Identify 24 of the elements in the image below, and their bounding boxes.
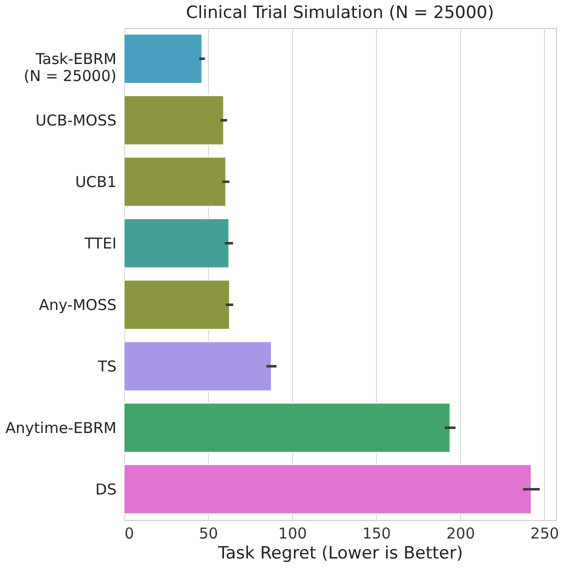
bar [124, 34, 202, 84]
x-tick-label: 100 [278, 524, 307, 542]
x-tick-label: 50 [199, 524, 218, 542]
y-tick-label: UCB-MOSS [36, 111, 116, 130]
y-tick-label: Task-EBRM (N = 25000) [24, 50, 116, 85]
bar [124, 218, 230, 268]
y-tick-label: TTEI [84, 234, 116, 252]
bar [124, 341, 272, 392]
x-tick-label: 200 [446, 524, 476, 542]
x-axis-title: Task Regret (Lower is Better) [216, 544, 464, 564]
bar [124, 464, 532, 514]
x-tick-label: 0 [124, 524, 134, 542]
bar [124, 280, 230, 330]
y-tick-label: UCB1 [75, 172, 116, 191]
bar [124, 402, 451, 453]
x-tick-label: 150 [362, 524, 391, 542]
y-tick-label: DS [95, 480, 116, 498]
chart-title: Clinical Trial Simulation (N = 25000) [186, 3, 494, 23]
y-tick-label: Anytime-EBRM [5, 418, 116, 437]
y-tick-label: Any-MOSS [38, 296, 116, 314]
x-tick-label: 250 [530, 524, 560, 542]
bar [124, 156, 226, 207]
bar [124, 95, 224, 146]
y-tick-label: TS [96, 357, 116, 376]
